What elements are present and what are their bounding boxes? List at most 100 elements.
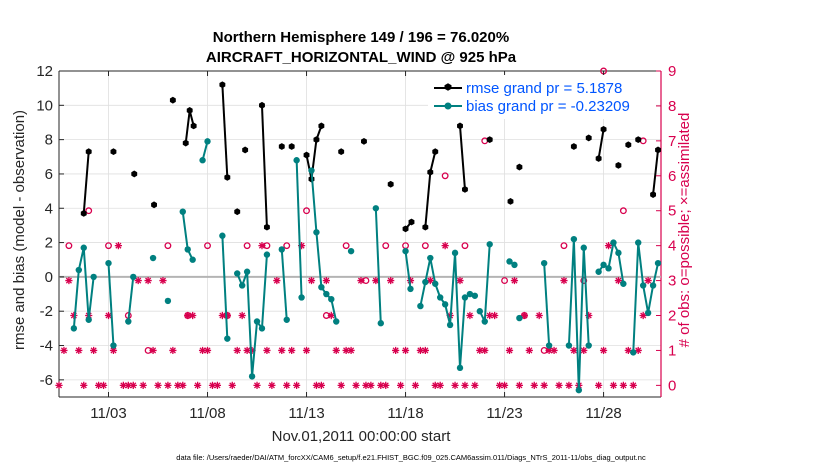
rmse-point <box>182 139 189 147</box>
obs-assimilated-marker <box>307 276 316 285</box>
obs-assimilated-marker <box>268 381 276 389</box>
obs-assimilated-marker <box>481 346 489 355</box>
y-left-tick-label: 0 <box>45 269 53 286</box>
rmse-point <box>625 141 632 149</box>
rmse-point <box>408 218 415 226</box>
legend: rmse grand pr = 5.1878 bias grand pr = -… <box>428 75 656 119</box>
obs-assimilated-marker <box>411 381 420 389</box>
legend-rmse-label: rmse grand pr = 5.1878 <box>466 80 622 97</box>
obs-assimilated-marker <box>263 346 271 355</box>
bias-point <box>80 244 87 251</box>
obs-assimilated-marker <box>585 311 593 320</box>
bias-point <box>605 265 612 272</box>
obs-assimilated-marker <box>169 346 177 355</box>
obs-assimilated-marker <box>129 381 137 389</box>
obs-assimilated-marker <box>184 311 192 320</box>
rmse-point <box>169 96 176 104</box>
y-left-tick-label: 8 <box>45 132 53 149</box>
obs-assimilated-marker <box>302 346 311 355</box>
rmse-point <box>457 122 463 130</box>
rmse-point <box>224 173 231 181</box>
obs-assimilated-marker <box>278 346 286 355</box>
obs-assimilated-marker <box>619 381 627 389</box>
bias-point <box>125 318 132 325</box>
plot-frame <box>58 70 662 398</box>
rmse-point <box>615 161 622 169</box>
rmse-line <box>652 149 660 195</box>
rmse-point <box>190 122 197 130</box>
obs-assimilated-marker <box>198 346 207 355</box>
rmse-point <box>318 122 325 130</box>
rmse-point <box>131 170 138 178</box>
rmse-point <box>507 198 514 205</box>
bias-point <box>402 247 409 255</box>
bias-point <box>149 254 157 262</box>
obs-assimilated-marker <box>510 276 519 285</box>
obs-assimilated-marker <box>228 381 236 389</box>
bias-point <box>540 259 548 267</box>
bias-point <box>422 278 429 286</box>
obs-assimilated-marker <box>466 311 474 320</box>
legend-bias-marker <box>444 102 452 110</box>
rmse-point <box>486 136 493 144</box>
bias-line <box>310 170 338 322</box>
obs-assimilated-marker <box>500 381 509 389</box>
bias-point <box>130 273 137 281</box>
obs-assimilated-marker <box>65 276 73 285</box>
obs-assimilated-marker <box>159 276 167 285</box>
bias-point <box>615 249 622 257</box>
legend-rmse-marker <box>444 83 452 91</box>
bias-point <box>328 296 335 303</box>
bias-point <box>654 259 662 267</box>
obs-assimilated-marker <box>382 381 390 389</box>
obs-assimilated-marker <box>431 381 439 389</box>
bias-point <box>565 342 573 349</box>
obs-assimilated-marker <box>461 381 469 389</box>
rmse-point <box>361 137 367 145</box>
obs-assimilated-marker <box>491 311 499 320</box>
bias-point <box>595 268 602 275</box>
y-axis-label-left: rmse and bias (model - observation) <box>11 110 28 350</box>
bias-point <box>639 282 647 289</box>
bias-point <box>516 314 523 322</box>
obs-possible-marker <box>619 207 627 215</box>
bias-line <box>419 252 466 368</box>
obs-possible-marker <box>461 242 469 250</box>
obs-assimilated-marker <box>604 242 613 250</box>
y-left-tick-label: 6 <box>45 166 53 183</box>
bias-line <box>107 263 115 346</box>
rmse-point <box>151 201 157 209</box>
bias-line <box>201 141 209 161</box>
footer-file-path: data file: /Users/raeder/DAI/ATM_forcXX/… <box>176 453 646 462</box>
obs-possible-marker <box>441 172 449 180</box>
bias-point <box>570 235 578 243</box>
obs-possible-marker <box>65 242 73 250</box>
obs-possible-marker <box>303 207 310 215</box>
obs-assimilated-marker <box>134 276 142 285</box>
bias-point <box>179 208 186 215</box>
bias-point <box>189 256 196 263</box>
obs-assimilated-marker <box>233 346 241 355</box>
bias-point <box>511 261 518 269</box>
x-tick-label: 11/18 <box>387 405 423 422</box>
bias-point <box>318 283 325 291</box>
obs-assimilated-marker <box>253 381 261 389</box>
bias-point <box>313 229 320 236</box>
bias-point <box>219 232 226 239</box>
obs-assimilated-marker <box>401 346 410 355</box>
rmse-point <box>80 210 87 217</box>
rmse-point <box>313 136 320 144</box>
obs-assimilated-marker <box>60 346 68 355</box>
obs-assimilated-marker <box>496 381 504 389</box>
obs-assimilated-marker <box>75 346 83 355</box>
bias-point <box>308 167 315 174</box>
obs-assimilated-marker <box>238 311 246 320</box>
bias-point <box>630 349 637 356</box>
bias-point <box>506 258 513 265</box>
rmse-point <box>338 148 345 156</box>
bias-point <box>199 157 206 164</box>
obs-assimilated-marker <box>208 381 217 389</box>
obs-assimilated-marker <box>154 381 162 389</box>
obs-assimilated-marker <box>624 346 632 355</box>
bias-point <box>110 342 117 349</box>
